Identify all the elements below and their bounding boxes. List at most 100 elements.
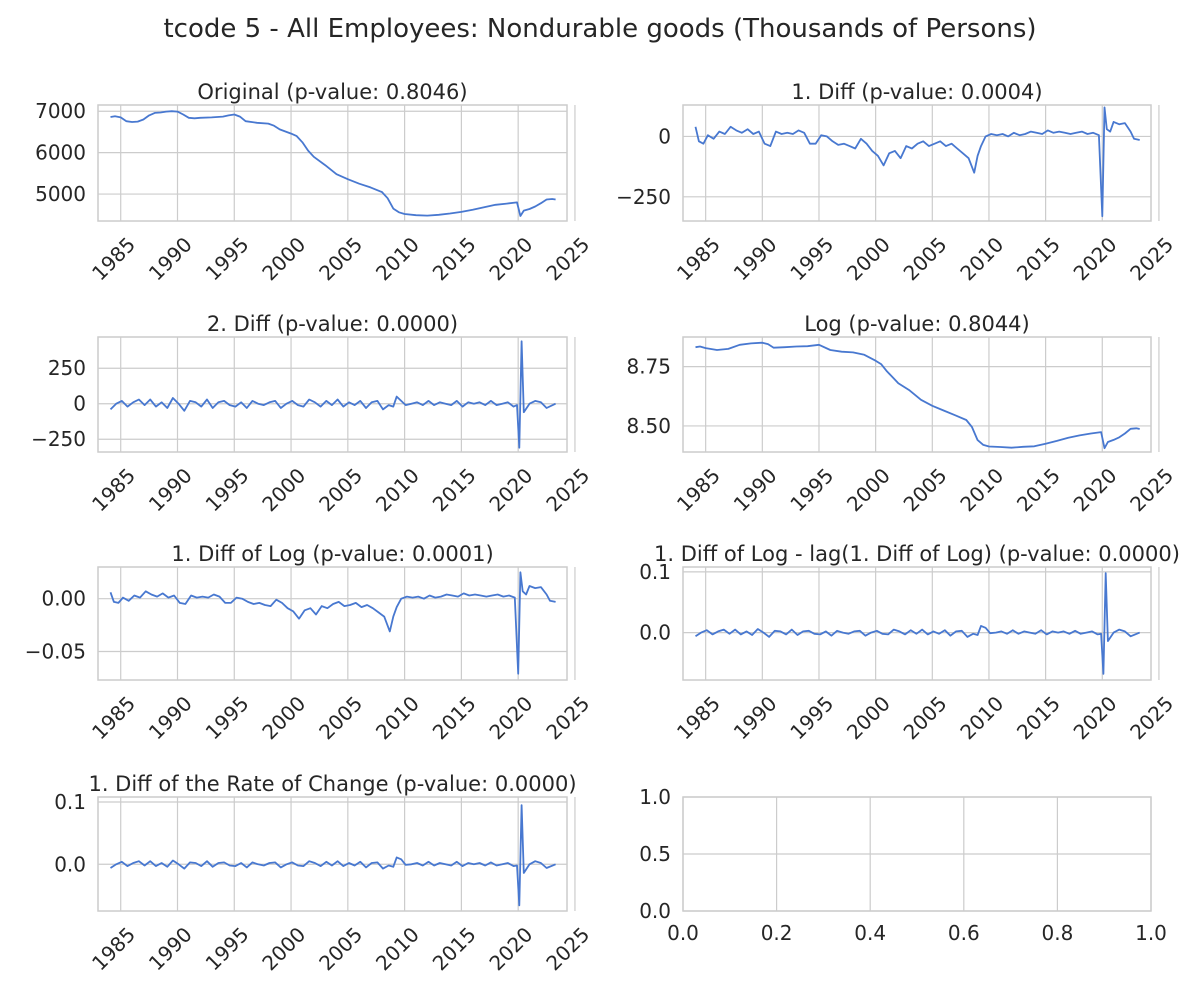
subplot-title: 1. Diff of the Rate of Change (p-value: … xyxy=(88,772,576,796)
x-tick-label: 2020 xyxy=(1069,232,1122,285)
x-tick-label: 2020 xyxy=(484,463,537,516)
subplot-1: 1985 1990 1995 2000 2005 2010 2015 2020 2025 5000… xyxy=(35,80,594,285)
y-tick-label: 0.1 xyxy=(639,560,671,584)
subplot-6: 1985 1990 1995 2000 2005 2010 2015 2020 2025 0.0 0… xyxy=(639,542,1180,744)
x-tick-label: 1995 xyxy=(201,691,254,744)
axes-frame xyxy=(97,566,568,681)
axes-frame xyxy=(682,796,1152,912)
x-tick-label: 1985 xyxy=(672,232,725,285)
subplot-7: 1985 1990 1995 2000 2005 2010 2015 2020 2025 0.0 0… xyxy=(54,772,594,975)
plot-area xyxy=(98,105,567,221)
x-tick-label: 0.2 xyxy=(761,921,793,945)
x-tick-label: 2000 xyxy=(257,691,310,744)
x-tick-label: 2025 xyxy=(1125,463,1178,516)
x-tick-label: 1990 xyxy=(729,463,782,516)
axes-frame xyxy=(682,104,1152,222)
y-tick-label: 7000 xyxy=(35,99,86,123)
y-tick-label: 0.0 xyxy=(639,621,671,645)
y-tick-label: 1.0 xyxy=(639,785,671,809)
figure-title: tcode 5 - All Employees: Nondurable good… xyxy=(163,14,1037,44)
x-tick-label: 2020 xyxy=(1069,691,1122,744)
x-tick-label: 2010 xyxy=(371,232,424,285)
x-tick-label: 2015 xyxy=(1012,691,1065,744)
x-tick-label: 2000 xyxy=(842,463,895,516)
y-tick-label: 0 xyxy=(73,392,86,416)
series-line xyxy=(695,341,1140,450)
y-tick-label: 0.1 xyxy=(54,790,86,814)
x-tick-label: 2010 xyxy=(371,922,424,975)
y-tick-label: 0.00 xyxy=(41,587,86,611)
subplot-4: 1985 1990 1995 2000 2005 2010 2015 2020 2025 8.50… xyxy=(626,312,1178,516)
x-tick-label: 2005 xyxy=(314,922,367,975)
x-tick-label: 2005 xyxy=(314,232,367,285)
x-tick-label: 1995 xyxy=(785,232,838,285)
subplot-title: 2. Diff (p-value: 0.0000) xyxy=(207,312,458,336)
y-tick-label: 250 xyxy=(48,356,86,380)
x-tick-label: 2020 xyxy=(1069,463,1122,516)
x-tick-label: 2005 xyxy=(899,232,952,285)
subplot-title: 1. Diff of Log (p-value: 0.0001) xyxy=(171,542,493,566)
x-tick-label: 1995 xyxy=(201,232,254,285)
x-tick-label: 0.0 xyxy=(667,921,699,945)
y-tick-label: 0.0 xyxy=(639,899,671,923)
axes-frame xyxy=(682,336,1152,453)
subplot-8: 0.0 0.2 0.4 0.6 0.8 1.0 0.0 0.5 1.0 xyxy=(639,785,1167,945)
x-tick-label: 2000 xyxy=(257,463,310,516)
subplot-title: 1. Diff of Log - lag(1. Diff of Log) (p-… xyxy=(654,542,1180,566)
subplot-3: 1985 1990 1995 2000 2005 2010 2015 2020 2025 −250… xyxy=(31,312,594,516)
x-tick-label: 2010 xyxy=(371,463,424,516)
x-tick-label: 2015 xyxy=(428,691,481,744)
subplot-title: Original (p-value: 0.8046) xyxy=(197,80,467,104)
subplot-title: Log (p-value: 0.8044) xyxy=(804,312,1030,336)
series-line xyxy=(110,804,556,907)
x-tick-label: 2025 xyxy=(541,232,594,285)
x-tick-label: 2010 xyxy=(955,691,1008,744)
y-tick-label: 6000 xyxy=(35,141,86,165)
series-line xyxy=(694,106,1140,218)
x-tick-label: 2015 xyxy=(1012,463,1065,516)
x-tick-label: 2005 xyxy=(314,691,367,744)
subplot-title: 1. Diff (p-value: 0.0004) xyxy=(791,80,1042,104)
x-tick-label: 2000 xyxy=(842,232,895,285)
x-tick-label: 1.0 xyxy=(1135,921,1167,945)
x-tick-label: 1990 xyxy=(144,691,197,744)
subplot-5: 1985 1990 1995 2000 2005 2010 2015 2020 2025 −0.0… xyxy=(25,542,595,744)
x-tick-label: 1990 xyxy=(729,691,782,744)
x-tick-label: 1985 xyxy=(87,463,140,516)
x-tick-label: 1995 xyxy=(785,691,838,744)
x-tick-label: 1990 xyxy=(729,232,782,285)
plot-area xyxy=(98,567,567,680)
x-tick-label: 2015 xyxy=(428,922,481,975)
x-tick-label: 1990 xyxy=(144,463,197,516)
y-tick-label: 0 xyxy=(658,124,671,148)
axes-frame xyxy=(682,566,1152,681)
x-tick-label: 2005 xyxy=(314,463,367,516)
y-tick-label: 8.75 xyxy=(626,355,671,379)
x-tick-label: 1995 xyxy=(201,463,254,516)
x-tick-label: 2015 xyxy=(428,232,481,285)
series-line xyxy=(109,571,556,675)
x-tick-label: 2000 xyxy=(257,232,310,285)
x-tick-label: 2020 xyxy=(484,691,537,744)
x-tick-label: 2025 xyxy=(1125,691,1178,744)
plot-area xyxy=(683,105,1151,221)
x-tick-label: 2000 xyxy=(257,922,310,975)
axes-frame xyxy=(97,336,568,453)
y-tick-label: 8.50 xyxy=(626,414,671,438)
plot-area xyxy=(98,797,567,911)
series-line xyxy=(695,572,1141,675)
x-tick-label: 2000 xyxy=(842,691,895,744)
plot-area xyxy=(683,337,1151,452)
x-tick-label: 2025 xyxy=(541,691,594,744)
x-tick-label: 1990 xyxy=(144,232,197,285)
y-tick-label: −0.05 xyxy=(25,639,86,663)
y-tick-label: 0.5 xyxy=(639,842,671,866)
x-tick-label: 1990 xyxy=(144,922,197,975)
x-tick-label: 1995 xyxy=(785,463,838,516)
x-tick-label: 2025 xyxy=(541,922,594,975)
x-tick-label: 2015 xyxy=(1012,232,1065,285)
x-tick-label: 1985 xyxy=(87,232,140,285)
y-tick-label: −250 xyxy=(31,427,86,451)
x-tick-label: 2015 xyxy=(428,463,481,516)
